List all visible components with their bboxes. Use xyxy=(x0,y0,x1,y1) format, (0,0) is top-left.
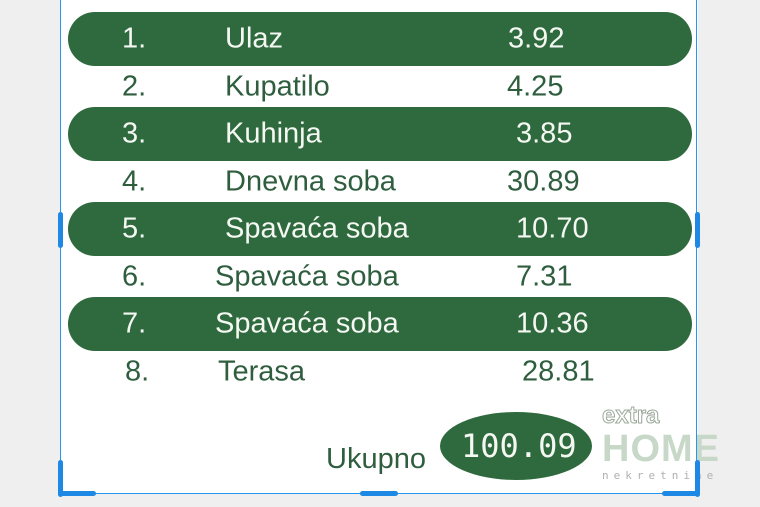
row-number: 8. xyxy=(125,355,150,388)
room-name: Spavaća soba xyxy=(215,307,399,340)
total-pill xyxy=(440,412,592,480)
room-name: Spavaća soba xyxy=(215,260,399,293)
room-area: 10.70 xyxy=(516,212,589,245)
selection-frame[interactable] xyxy=(60,0,697,494)
room-area: 30.89 xyxy=(507,165,580,198)
row-number: 1. xyxy=(122,22,147,55)
resize-handle-bottom-right[interactable] xyxy=(695,460,700,497)
room-area: 4.25 xyxy=(507,70,564,103)
row-number: 2. xyxy=(122,70,147,103)
room-name: Dnevna soba xyxy=(225,165,396,198)
row-number: 6. xyxy=(122,260,147,293)
table-row: 7. Spavaća soba 10.36 xyxy=(68,297,692,351)
row-number: 5. xyxy=(122,212,147,245)
table-row: 6. Spavaća soba 7.31 xyxy=(68,250,692,304)
row-number: 3. xyxy=(122,117,147,150)
table-row: 4. Dnevna soba 30.89 xyxy=(68,155,692,209)
table-row: 5. Spavaća soba 10.70 xyxy=(68,202,692,256)
table-row: 1. Ulaz 3.92 xyxy=(68,12,692,66)
watermark-logo-subtitle: nekretnine xyxy=(602,469,719,482)
resize-handle-bottom-right[interactable] xyxy=(662,491,700,496)
room-name: Kuhinja xyxy=(225,117,322,150)
room-name: Ulaz xyxy=(225,22,284,55)
resize-handle-bottom-left[interactable] xyxy=(58,460,63,497)
row-number: 7. xyxy=(122,307,147,340)
row-number: 4. xyxy=(122,165,147,198)
room-area: 28.81 xyxy=(522,355,595,388)
total-value: 100.09 xyxy=(461,427,577,465)
table-row: 8. Terasa 28.81 xyxy=(68,345,692,399)
table-row: 2. Kupatilo 4.25 xyxy=(68,60,692,114)
resize-handle-right[interactable] xyxy=(695,212,700,248)
room-area: 3.85 xyxy=(516,117,573,150)
room-area: 7.31 xyxy=(516,260,573,293)
room-name: Kupatilo xyxy=(225,70,330,103)
watermark-logo-extra: extra xyxy=(601,402,660,429)
room-name: Terasa xyxy=(218,355,306,388)
resize-handle-left[interactable] xyxy=(58,212,63,248)
resize-handle-bottom[interactable] xyxy=(360,491,398,496)
room-area: 10.36 xyxy=(516,307,589,340)
table-row: 3. Kuhinja 3.85 xyxy=(68,107,692,161)
resize-handle-bottom-left[interactable] xyxy=(58,491,96,496)
total-label: Ukupno xyxy=(326,443,426,475)
room-name: Spavaća soba xyxy=(225,212,409,245)
room-area: 3.92 xyxy=(508,22,565,55)
